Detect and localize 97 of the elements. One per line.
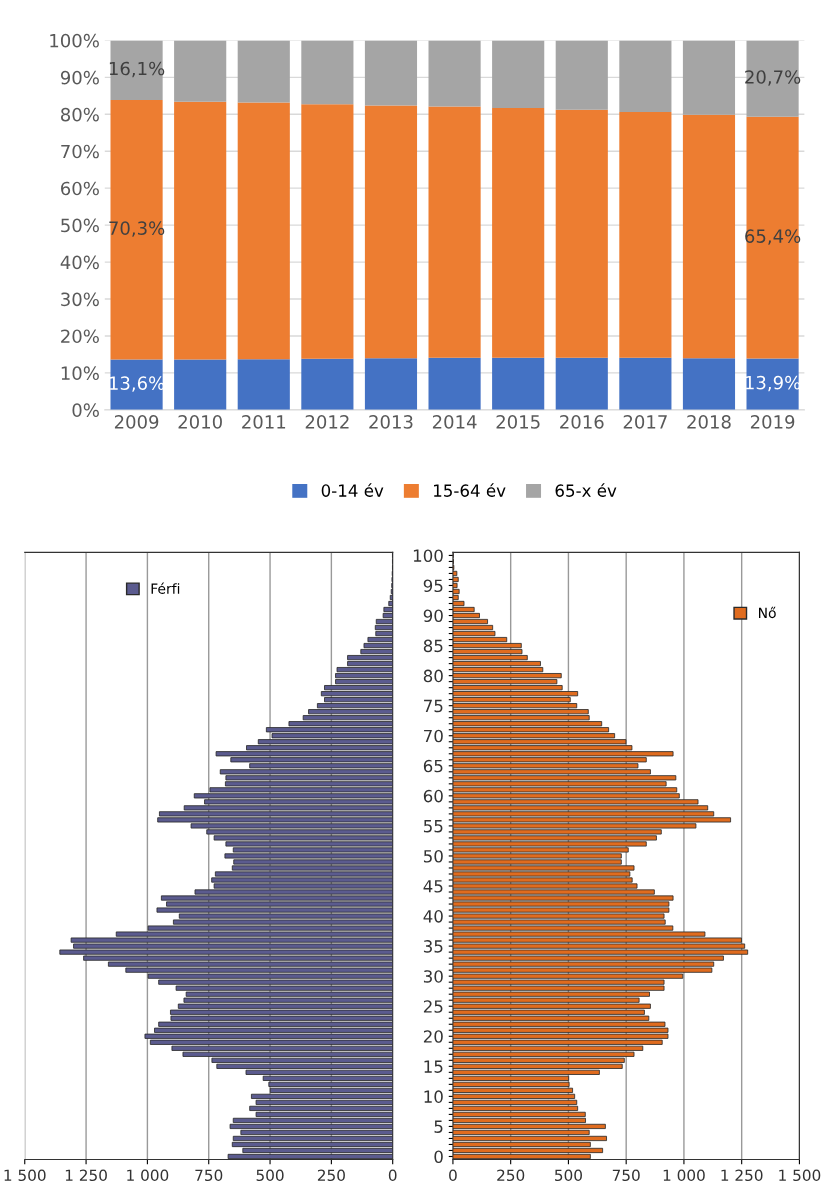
- x-tick-label: 250: [497, 1169, 525, 1182]
- y-tick-label: 70%: [61, 144, 99, 159]
- bar: [619, 357, 672, 410]
- y-tick-label: 95: [423, 579, 443, 593]
- data-label: 13,6%: [109, 376, 165, 392]
- x-tick-label: 1 500: [4, 1169, 46, 1182]
- y-tick-label: 5: [434, 1120, 443, 1133]
- y-tick-label: 80%: [61, 107, 99, 122]
- legend-label: 65-x év: [555, 483, 617, 497]
- y-tick-label: 50%: [61, 218, 99, 233]
- y-tick-label: 90: [423, 609, 443, 623]
- y-tick-label: 90%: [60, 70, 99, 85]
- x-tick-label: 2015: [496, 415, 540, 429]
- y-tick-label: 10: [424, 1090, 443, 1103]
- y-tick-label: 15: [424, 1060, 443, 1073]
- bar: [364, 105, 418, 359]
- bar: [174, 359, 227, 410]
- bar: [237, 40, 290, 103]
- x-tick-label: 2014: [432, 415, 477, 429]
- bar: [174, 40, 227, 102]
- x-tick-label: 250: [317, 1169, 345, 1182]
- x-tick-label: 2012: [305, 415, 349, 429]
- x-tick-label: 2010: [178, 415, 222, 429]
- y-tick-label: 20: [423, 1030, 443, 1043]
- x-tick-label: 0: [388, 1169, 397, 1182]
- x-tick-label: 1 500: [779, 1169, 821, 1182]
- y-tick-label: 10%: [61, 366, 99, 381]
- x-tick-label: 2009: [114, 415, 159, 429]
- data-label: 20,7%: [745, 70, 801, 86]
- bar: [492, 108, 545, 358]
- y-tick-label: 75: [424, 699, 443, 713]
- y-tick-label: 80: [423, 669, 443, 683]
- bar: [682, 358, 736, 410]
- x-tick-label: 2018: [687, 415, 731, 429]
- y-tick-label: 20%: [61, 329, 99, 344]
- bar: [555, 357, 608, 410]
- y-tick-label: 45: [423, 880, 443, 893]
- bar: [746, 40, 799, 117]
- bar: [682, 40, 736, 115]
- bar: [364, 40, 418, 106]
- bar: [301, 40, 354, 105]
- bar: [619, 112, 672, 358]
- y-tick-label: 65: [423, 759, 443, 773]
- bar: [619, 40, 672, 113]
- x-tick-label: 500: [256, 1169, 284, 1182]
- legend-label: Férfi: [151, 582, 180, 594]
- bar: [746, 358, 799, 410]
- y-tick-label: 55: [423, 820, 443, 833]
- y-tick-label: 0%: [72, 403, 99, 417]
- y-tick-label: 100%: [50, 33, 99, 48]
- bar: [301, 104, 354, 359]
- bar: [237, 102, 290, 360]
- bar: [428, 40, 481, 107]
- bar: [428, 106, 481, 358]
- bar: [746, 116, 799, 359]
- y-tick-label: 100: [413, 549, 443, 562]
- x-tick-label: 0: [449, 1169, 457, 1182]
- y-tick-label: 70: [424, 729, 443, 743]
- x-tick-label: 750: [612, 1169, 640, 1182]
- y-tick-label: 50: [423, 849, 443, 863]
- bar: [555, 40, 608, 110]
- data-label: 13,9%: [745, 375, 801, 392]
- x-tick-label: 2019: [750, 415, 795, 429]
- x-tick-label: 2011: [242, 415, 286, 429]
- bar: [492, 357, 545, 410]
- y-tick-label: 85: [423, 639, 443, 653]
- x-tick-label: 500: [555, 1169, 582, 1182]
- y-tick-label: 40: [423, 910, 443, 923]
- x-tick-label: 2016: [560, 415, 604, 429]
- y-tick-label: 40%: [60, 255, 99, 270]
- bar: [682, 114, 736, 359]
- bar: [237, 359, 290, 410]
- y-tick-label: 35: [423, 940, 443, 953]
- y-tick-label: 0: [434, 1150, 443, 1164]
- bar: [301, 358, 354, 410]
- x-tick-label: 2017: [623, 415, 667, 429]
- x-tick-label: 1 000: [127, 1169, 169, 1182]
- bar: [555, 109, 608, 358]
- bar: [428, 357, 481, 410]
- x-tick-label: 1 000: [663, 1169, 705, 1182]
- x-tick-label: 1 250: [721, 1169, 763, 1182]
- x-tick-label: 1 250: [65, 1169, 107, 1182]
- legend-label: Nő: [759, 606, 776, 619]
- y-tick-label: 60: [423, 789, 443, 803]
- bar: [110, 359, 163, 410]
- legend-label: 0-14 év: [321, 483, 384, 497]
- legend-label: 15-64 év: [434, 483, 506, 497]
- y-tick-label: 30: [423, 970, 443, 983]
- y-tick-label: 30%: [61, 292, 99, 307]
- bar: [364, 358, 418, 410]
- bar: [174, 101, 227, 360]
- x-tick-label: 2013: [369, 415, 413, 429]
- x-tick-label: 750: [195, 1169, 223, 1182]
- y-tick-label: 60%: [61, 181, 99, 196]
- y-tick-label: 25: [423, 1000, 443, 1013]
- bar: [492, 40, 545, 108]
- bar: [110, 99, 163, 360]
